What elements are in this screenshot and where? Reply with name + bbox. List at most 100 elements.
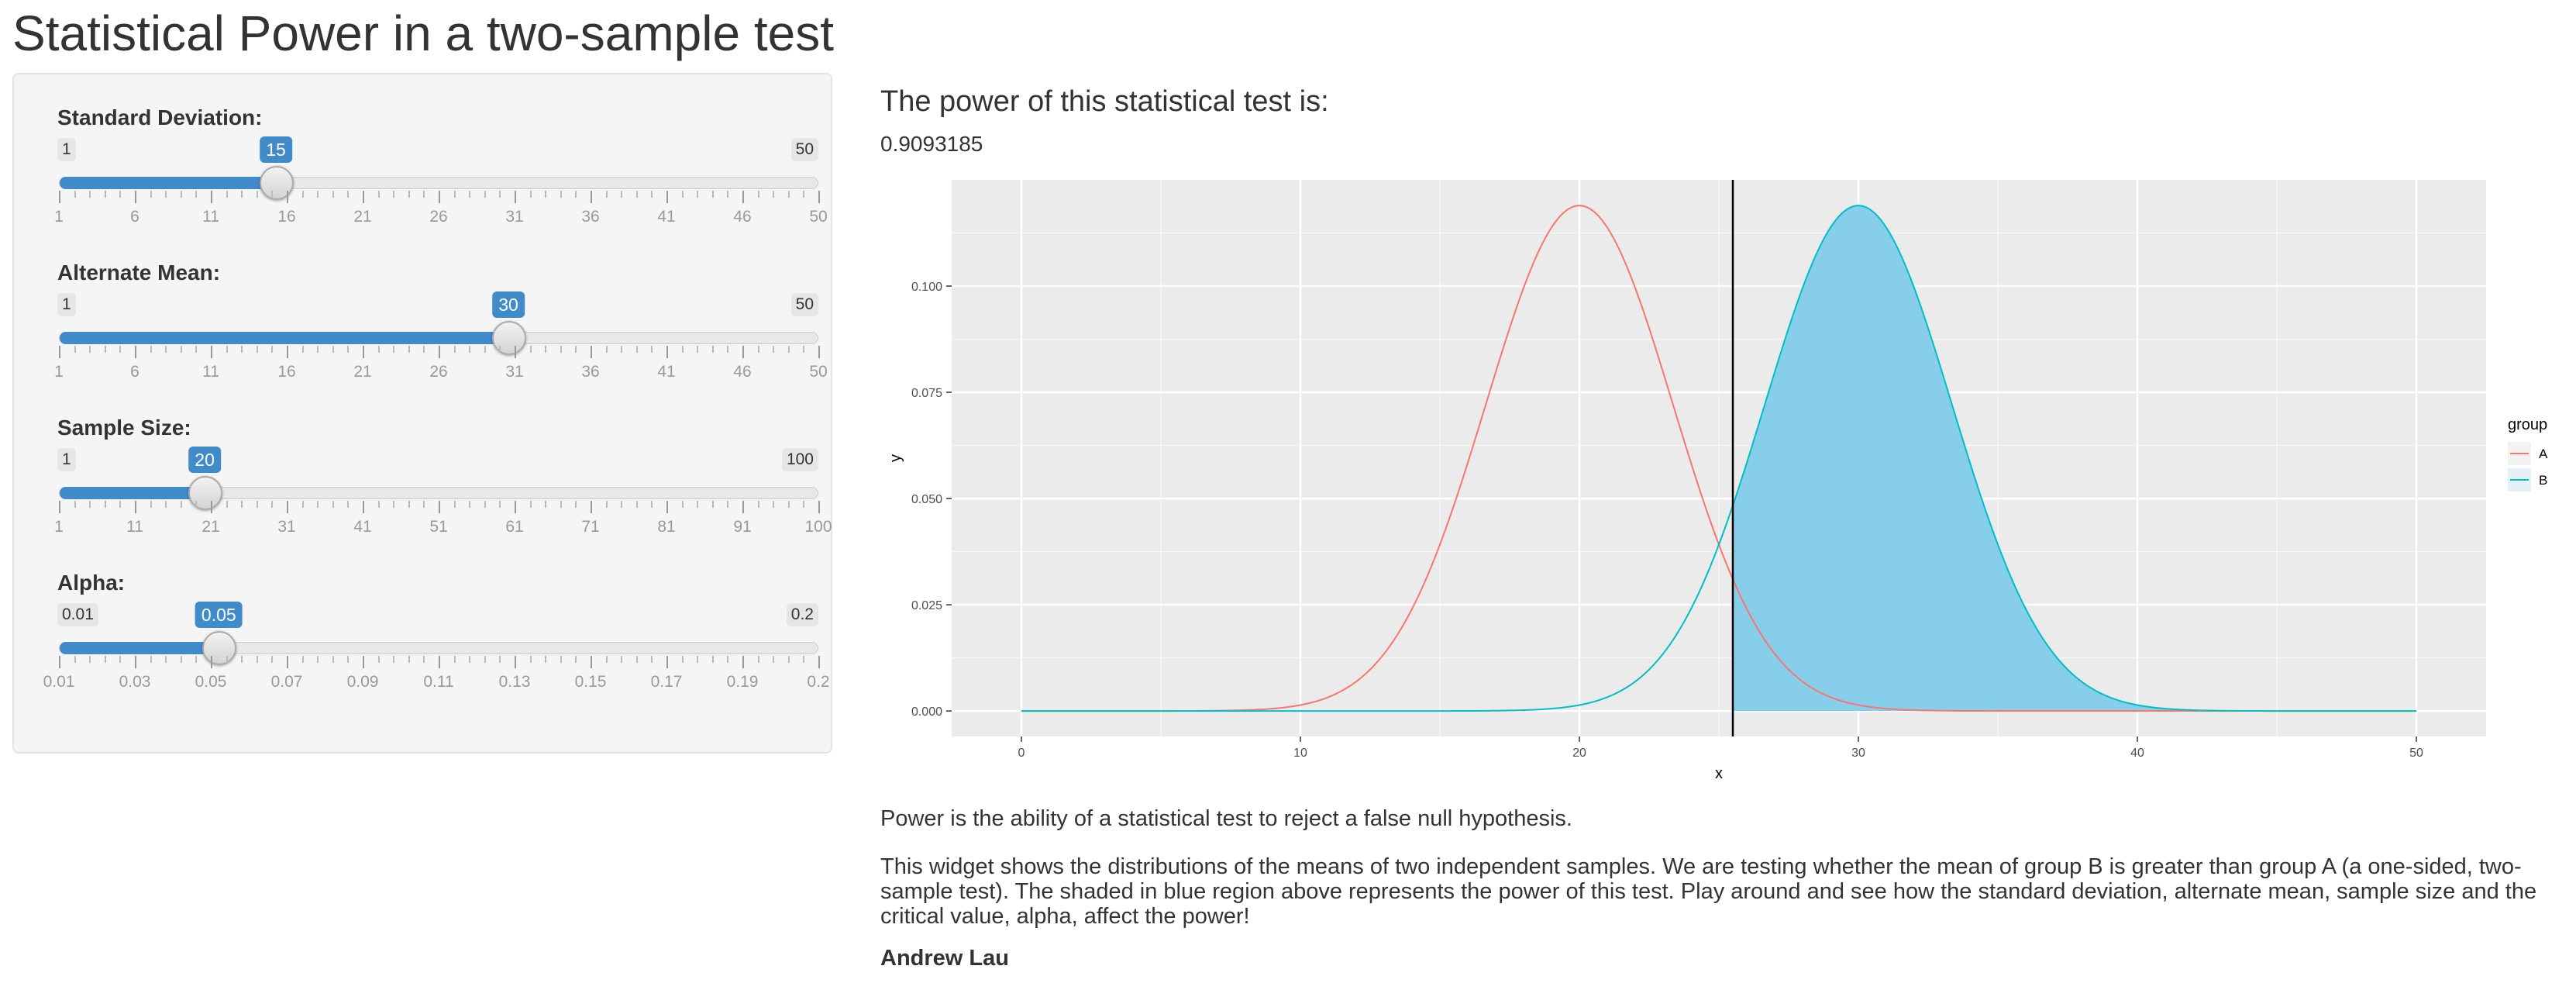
sd-slider-ticks: 1 6 11 16 21 26 31 36 41 46 50 xyxy=(54,189,828,236)
slider-major-tick xyxy=(666,501,668,513)
slider-minor-tick xyxy=(560,501,562,508)
slider-major-tick xyxy=(363,346,364,358)
slider-major-tick xyxy=(742,656,744,668)
slider-minor-tick xyxy=(697,656,699,663)
slider-minor-tick xyxy=(377,191,380,198)
slider-minor-tick xyxy=(773,656,775,663)
slider-minor-tick xyxy=(301,346,304,353)
slider-minor-tick xyxy=(301,501,304,508)
slider-major-tick xyxy=(666,346,668,358)
slider-major-tick xyxy=(439,501,440,513)
y-tick-label: 0.100 xyxy=(911,281,942,294)
sample-size-slider-track[interactable] xyxy=(59,476,818,510)
slider-major-tick xyxy=(363,501,364,513)
sd-slider-track[interactable] xyxy=(59,166,818,200)
slider-major-tick xyxy=(742,346,744,358)
slider-minor-tick xyxy=(681,346,684,353)
sample-size-slider-handle[interactable] xyxy=(188,476,223,510)
slider-tick-label: 46 xyxy=(733,208,752,226)
slider-minor-tick xyxy=(393,346,395,353)
slider-minor-tick xyxy=(317,191,319,198)
slider-minor-tick xyxy=(787,191,790,198)
slider-minor-tick xyxy=(697,346,699,353)
slider-tick-label: 31 xyxy=(505,363,524,381)
slider-major-tick xyxy=(591,656,592,668)
slider-minor-tick xyxy=(104,656,106,663)
slider-minor-tick xyxy=(453,656,456,663)
slider-minor-tick xyxy=(499,346,501,353)
sample-size-slider-fill xyxy=(60,487,206,499)
power-heading: The power of this statistical test is: xyxy=(880,85,1329,118)
slider-minor-tick xyxy=(560,656,562,663)
sd-slider-label: Standard Deviation: xyxy=(57,105,263,129)
slider-minor-tick xyxy=(757,191,759,198)
slider-minor-tick xyxy=(74,501,76,508)
slider-tick-label: 1 xyxy=(54,518,64,536)
slider-tick-label: 6 xyxy=(130,363,139,381)
alpha-slider-track[interactable] xyxy=(59,631,818,665)
slider-minor-tick xyxy=(681,191,684,198)
sample-size-value-bubble: 20 xyxy=(188,447,221,473)
slider-minor-tick xyxy=(180,656,182,663)
mean-slider-ticks: 1 6 11 16 21 26 31 36 41 46 50 xyxy=(54,344,828,391)
slider-minor-tick xyxy=(453,501,456,508)
slider-minor-tick xyxy=(271,501,274,508)
slider-major-tick xyxy=(135,656,136,668)
slider-minor-tick xyxy=(423,501,425,508)
slider-minor-tick xyxy=(469,656,471,663)
slider-major-tick xyxy=(666,191,668,203)
slider-minor-tick xyxy=(347,346,350,353)
slider-minor-tick xyxy=(560,191,562,198)
slider-major-tick xyxy=(591,346,592,358)
slider-minor-tick xyxy=(89,501,91,508)
slider-minor-tick xyxy=(529,191,532,198)
slider-major-tick xyxy=(439,656,440,668)
description-definition: Power is the ability of a statistical te… xyxy=(880,806,1572,831)
slider-minor-tick xyxy=(119,656,122,663)
slider-minor-tick xyxy=(469,346,471,353)
slider-major-tick xyxy=(515,656,516,668)
power-shaded-area xyxy=(1733,205,2416,712)
density-curve-b xyxy=(1021,205,2416,712)
slider-minor-tick xyxy=(317,656,319,663)
slider-major-tick xyxy=(742,191,744,203)
slider-minor-tick xyxy=(575,656,577,663)
slider-minor-tick xyxy=(150,501,152,508)
slider-minor-tick xyxy=(773,346,775,353)
slider-minor-tick xyxy=(787,346,790,353)
sd-slider-group: Standard Deviation: 1 50 15 1 6 11 16 21 26 31… xyxy=(43,105,828,253)
slider-minor-tick xyxy=(545,191,547,198)
y-tick-label: 0.075 xyxy=(911,387,942,400)
slider-tick-label: 100 xyxy=(804,518,832,536)
slider-minor-tick xyxy=(499,191,501,198)
slider-minor-tick xyxy=(393,191,395,198)
slider-minor-tick xyxy=(74,191,76,198)
slider-minor-tick xyxy=(89,346,91,353)
slider-major-tick xyxy=(287,501,288,513)
slider-minor-tick xyxy=(226,501,228,508)
slider-minor-tick xyxy=(332,656,334,663)
slider-minor-tick xyxy=(545,501,547,508)
sd-slider-handle[interactable] xyxy=(260,166,294,200)
slider-minor-tick xyxy=(484,656,486,663)
slider-tick-label: 26 xyxy=(429,208,448,226)
slider-minor-tick xyxy=(575,191,577,198)
alpha-slider-handle[interactable] xyxy=(202,631,237,665)
slider-minor-tick xyxy=(408,656,410,663)
mean-slider-track[interactable] xyxy=(59,321,818,355)
y-axis-label: y xyxy=(887,454,904,462)
slider-minor-tick xyxy=(377,501,380,508)
mean-slider-handle[interactable] xyxy=(492,321,526,355)
slider-minor-tick xyxy=(803,191,805,198)
x-tick-label: 50 xyxy=(2409,747,2423,760)
slider-minor-tick xyxy=(271,346,274,353)
sample-size-slider-label: Sample Size: xyxy=(57,416,191,440)
slider-major-tick xyxy=(135,346,136,358)
slider-minor-tick xyxy=(180,191,182,198)
slider-minor-tick xyxy=(104,501,106,508)
slider-minor-tick xyxy=(621,191,623,198)
slider-minor-tick xyxy=(317,346,319,353)
slider-tick-label: 50 xyxy=(809,208,828,226)
slider-minor-tick xyxy=(605,346,608,353)
slider-major-tick xyxy=(591,501,592,513)
